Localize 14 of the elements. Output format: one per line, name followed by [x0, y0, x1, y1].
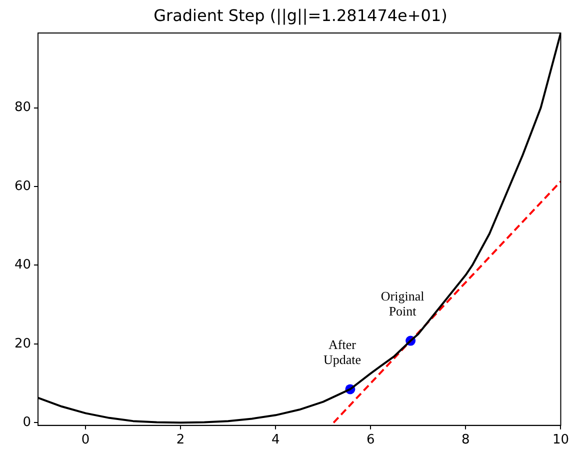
y-tick-label: 60: [14, 178, 31, 194]
y-tick-label: 20: [14, 336, 31, 352]
y-tick-label: 40: [14, 258, 31, 273]
x-tick-label: 0: [81, 432, 90, 448]
chart-title: Gradient Step (||g||=1.281474e+01): [152, 6, 448, 25]
annotation: After Update: [323, 337, 362, 368]
x-tick-label: 8: [462, 432, 470, 448]
x-tick-label: 10: [552, 432, 569, 448]
y-tick-label: 80: [14, 100, 31, 116]
x-tick-label: 2: [176, 432, 185, 448]
x-tick-label: 4: [271, 432, 280, 448]
x-tick-label: 6: [366, 432, 375, 448]
y-tick-label: 0: [22, 415, 31, 430]
annotation: Original Point: [380, 288, 425, 319]
